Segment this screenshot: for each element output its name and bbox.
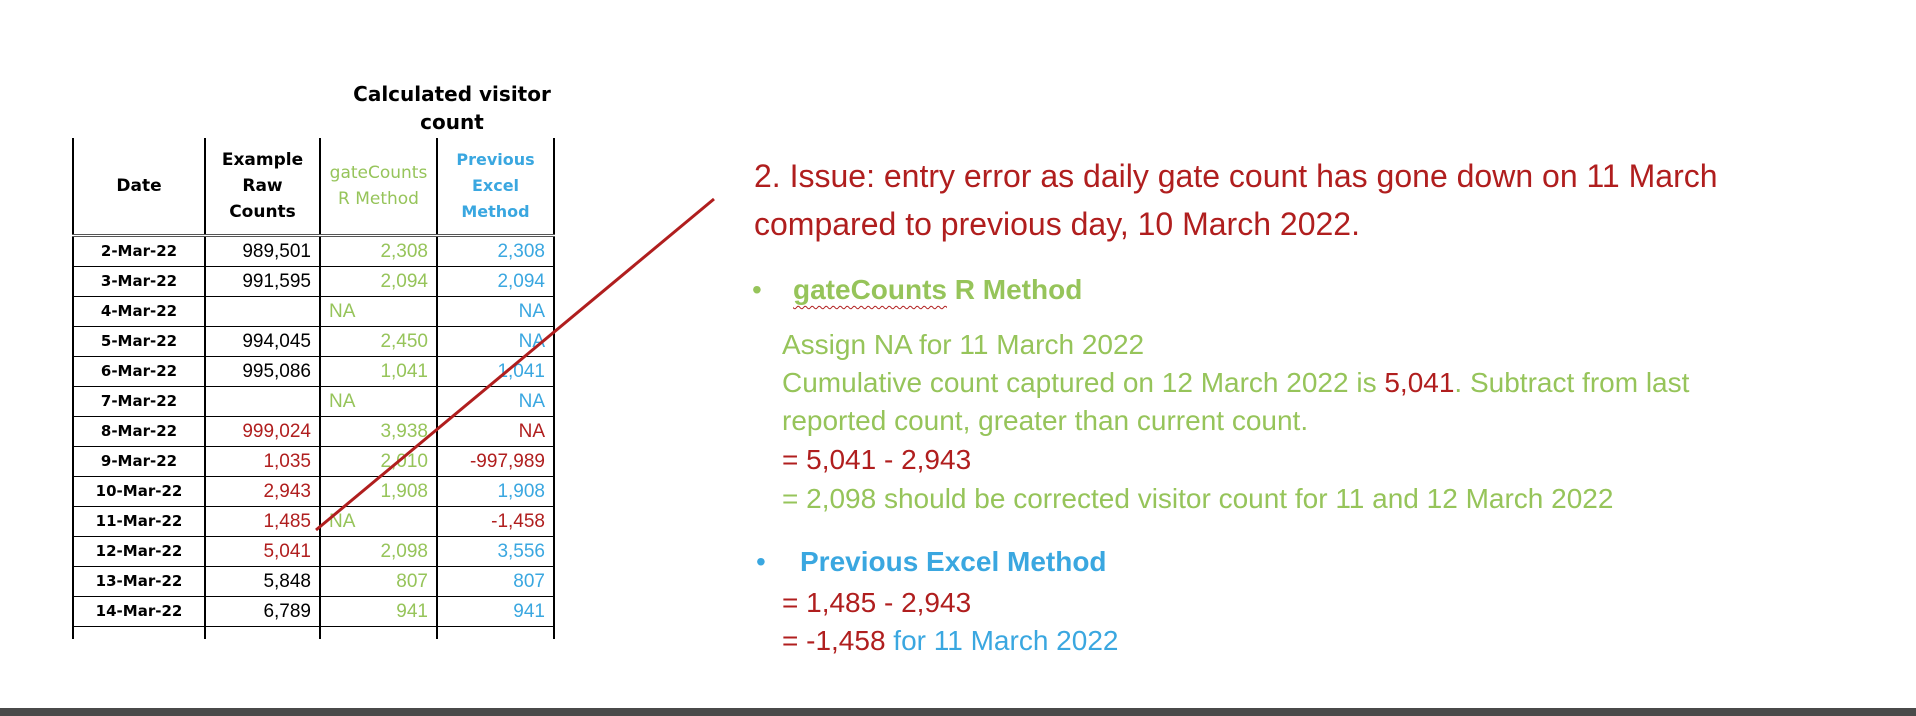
date-cell: 7-Mar-22 [72, 386, 206, 417]
raw-count-cell: 5,848 [204, 566, 321, 597]
gate-line-cumulative-a: Cumulative count captured on 12 March 20… [782, 367, 1385, 398]
bullet-previous-excel: • [756, 546, 766, 577]
previous-excel-cell: NA [436, 416, 555, 447]
date-cell: 6-Mar-22 [72, 356, 206, 387]
header-previous-excel-method: Previous Excel Method [436, 138, 555, 237]
table-row: 6-Mar-22 995,086 1,041 1,041 [72, 356, 555, 387]
date-cell: 10-Mar-22 [72, 476, 206, 507]
previous-excel-cell: NA [436, 296, 555, 327]
previous-excel-cell: -1,458 [436, 506, 555, 537]
table-row: 3-Mar-22 991,595 2,094 2,094 [72, 266, 555, 297]
table-row: 13-Mar-22 5,848 807 807 [72, 566, 555, 597]
date-cell: 3-Mar-22 [72, 266, 206, 297]
gatecounts-cell: NA [319, 296, 438, 327]
table-row: 11-Mar-22 1,485 NA -1,458 [72, 506, 555, 537]
table-row: 4-Mar-22 NA NA [72, 296, 555, 327]
raw-count-cell: 994,045 [204, 326, 321, 357]
table-row: 14-Mar-22 6,789 941 941 [72, 596, 555, 627]
date-cell: 5-Mar-22 [72, 326, 206, 357]
prev-line-subtraction: = 1,485 - 2,943 [782, 587, 972, 618]
callout-line [315, 197, 715, 532]
raw-count-cell: 995,086 [204, 356, 321, 387]
cutoff-cell [436, 626, 555, 639]
previous-excel-cell: 807 [436, 566, 555, 597]
visitor-count-table: Date Example Raw Counts gateCounts R Met… [72, 138, 555, 639]
table-row: 2-Mar-22 989,501 2,308 2,308 [72, 235, 555, 267]
gatecounts-cell: 2,098 [319, 536, 438, 567]
date-cell: 12-Mar-22 [72, 536, 206, 567]
gatecounts-cell: 1,908 [319, 476, 438, 507]
bottom-bar [0, 708, 1916, 716]
table-row: 8-Mar-22 999,024 3,938 NA [72, 416, 555, 447]
date-cell: 4-Mar-22 [72, 296, 206, 327]
raw-count-cell: 989,501 [204, 235, 321, 267]
date-cell: 11-Mar-22 [72, 506, 206, 537]
previous-excel-cell: 1,908 [436, 476, 555, 507]
issue-statement: 2. Issue: entry error as daily gate coun… [754, 158, 1718, 242]
bullet-gatecounts: • [752, 274, 762, 305]
gatecounts-method-title: gateCounts R Method [793, 272, 1082, 308]
raw-count-cell [204, 386, 321, 417]
cutoff-cell [204, 626, 321, 639]
table-body: 2-Mar-22 989,501 2,308 2,308 3-Mar-22 991,595… [72, 235, 555, 639]
gate-line-cumulative-b: . Subtract from last [1454, 367, 1690, 398]
gate-line-cumulative: Cumulative count captured on 12 March 20… [782, 364, 1689, 402]
raw-count-cell: 999,024 [204, 416, 321, 447]
gate-line-reported: reported count, greater than current cou… [782, 405, 1309, 436]
previous-excel-method-title: Previous Excel Method [800, 546, 1107, 577]
gatecounts-title-rest: R Method [947, 274, 1083, 305]
previous-excel-cell: 2,094 [436, 266, 555, 297]
gatecounts-cell: NA [319, 506, 438, 537]
prev-line-result: = -1,458 for 11 March 2022 [782, 622, 1118, 660]
gatecounts-cell: 2,450 [319, 326, 438, 357]
gate-line-result: = 2,098 should be corrected visitor coun… [782, 483, 1614, 514]
header-raw-counts: Example Raw Counts [204, 138, 321, 237]
gate-line-assign-na: Assign NA for 11 March 2022 [782, 329, 1145, 360]
raw-count-cell [204, 296, 321, 327]
previous-excel-cell: 2,308 [436, 235, 555, 267]
raw-count-cell: 1,035 [204, 446, 321, 477]
raw-count-cell: 1,485 [204, 506, 321, 537]
date-cell: 8-Mar-22 [72, 416, 206, 447]
table-row: 12-Mar-22 5,041 2,098 3,556 [72, 536, 555, 567]
gatecounts-cell: 2,010 [319, 446, 438, 477]
raw-count-cell: 991,595 [204, 266, 321, 297]
table-header-row: Date Example Raw Counts gateCounts R Met… [72, 138, 555, 237]
table-row: 9-Mar-22 1,035 2,010 -997,989 [72, 446, 555, 477]
header-gatecounts-r-method: gateCounts R Method [319, 138, 438, 237]
prev-result-rest: for 11 March 2022 [885, 625, 1119, 656]
date-cell: 14-Mar-22 [72, 596, 206, 627]
raw-count-cell: 6,789 [204, 596, 321, 627]
gatecounts-word: gateCounts [793, 274, 947, 305]
cutoff-cell [319, 626, 438, 639]
previous-excel-cell: -997,989 [436, 446, 555, 477]
table-row: 5-Mar-22 994,045 2,450 NA [72, 326, 555, 357]
gatecounts-cell: 2,308 [319, 235, 438, 267]
table-row: 7-Mar-22 NA NA [72, 386, 555, 417]
date-cell: 2-Mar-22 [72, 235, 206, 267]
calculated-visitor-count-header: Calculated visitor count [353, 82, 551, 134]
gatecounts-cell: 2,094 [319, 266, 438, 297]
gate-value-5041: 5,041 [1384, 367, 1455, 398]
previous-excel-cell: 941 [436, 596, 555, 627]
raw-count-cell: 2,943 [204, 476, 321, 507]
gate-line-subtraction: = 5,041 - 2,943 [782, 444, 972, 475]
prev-value: = -1,458 [782, 625, 886, 656]
header-date: Date [72, 138, 206, 237]
table-row: 10-Mar-22 2,943 1,908 1,908 [72, 476, 555, 507]
cutoff-cell [72, 626, 206, 639]
date-cell: 13-Mar-22 [72, 566, 206, 597]
gatecounts-cell: 3,938 [319, 416, 438, 447]
gatecounts-cell: 941 [319, 596, 438, 627]
date-cell: 9-Mar-22 [72, 446, 206, 477]
gatecounts-cell: NA [319, 386, 438, 417]
raw-count-cell: 5,041 [204, 536, 321, 567]
gatecounts-cell: 1,041 [319, 356, 438, 387]
table-row-cutoff [72, 626, 555, 639]
gatecounts-cell: 807 [319, 566, 438, 597]
previous-excel-cell: 3,556 [436, 536, 555, 567]
